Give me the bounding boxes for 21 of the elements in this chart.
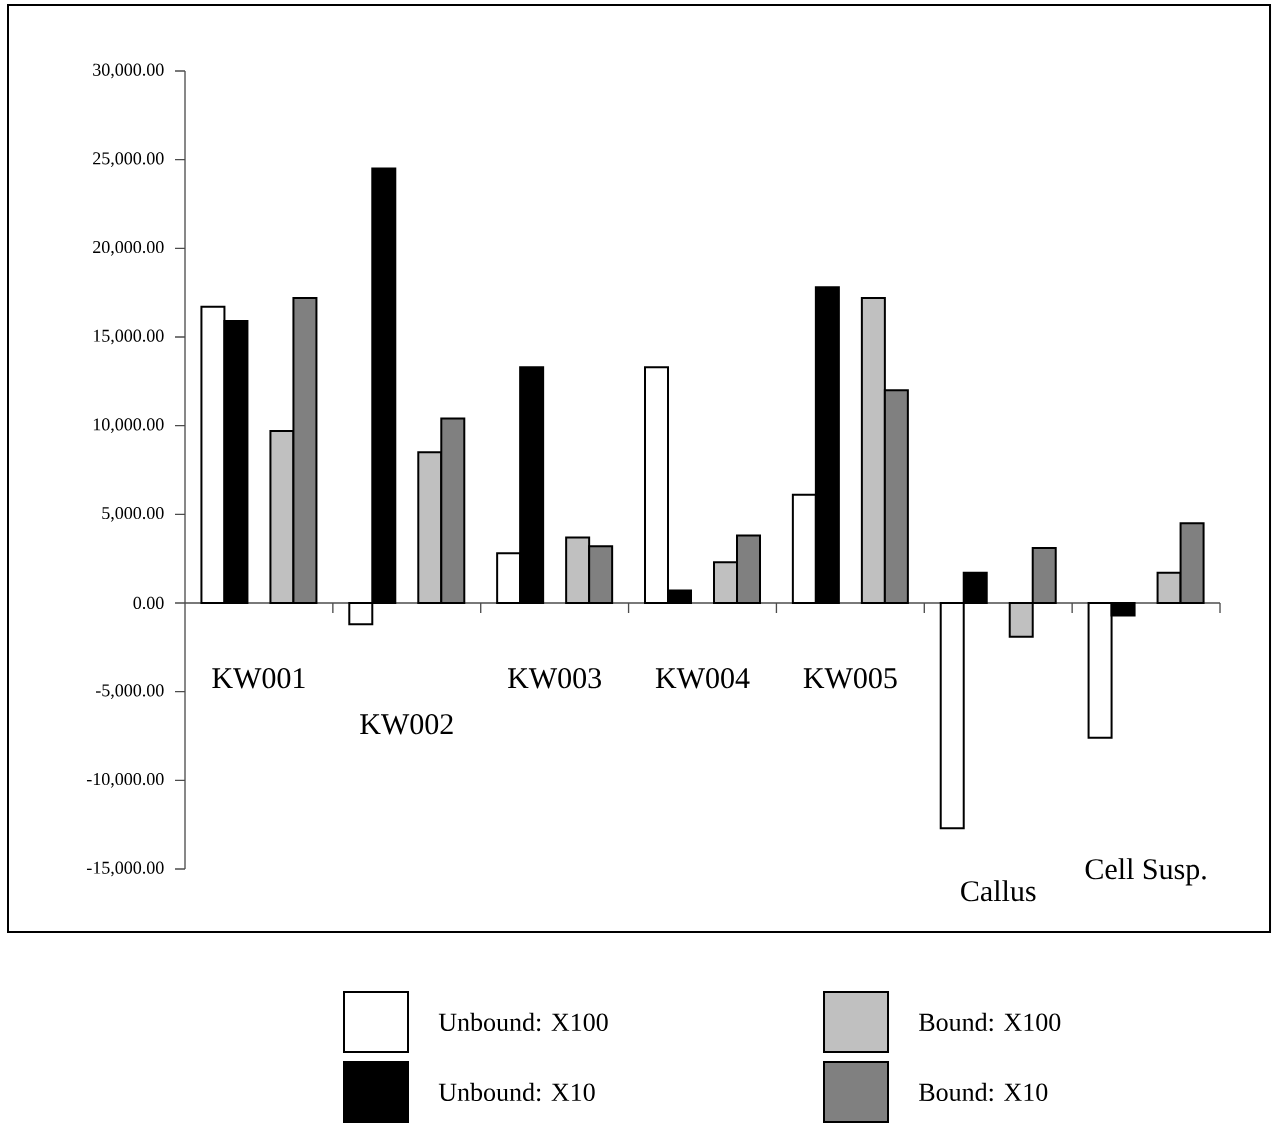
y-tick-label: 10,000.00: [93, 418, 164, 434]
y-tick-label: 0.00: [133, 596, 164, 610]
x-tick-label: KW003: [508, 668, 601, 689]
legend-label: Bound: X100: [919, 1012, 1061, 1032]
legend-label: Unbound: X10: [438, 1082, 595, 1102]
x-tick-label: Cell Susp.: [1085, 858, 1206, 886]
legend-label: Bound: X10: [919, 1082, 1048, 1102]
legend-label: Unbound: X100: [438, 1012, 608, 1032]
y-tick-label: -10,000.00: [86, 772, 164, 788]
x-tick-label: KW001: [212, 668, 305, 689]
y-tick-label: 15,000.00: [93, 329, 164, 345]
y-tick-label: 30,000.00: [93, 63, 164, 79]
x-tick-label: KW005: [803, 668, 897, 689]
y-tick-label: 20,000.00: [93, 240, 164, 256]
y-tick-label: -15,000.00: [86, 861, 164, 877]
x-tick-label: KW002: [360, 714, 453, 735]
y-tick-label: 25,000.00: [93, 152, 164, 168]
y-tick-label: 5,000.00: [102, 506, 164, 522]
x-tick-label: KW004: [655, 668, 750, 689]
x-tick-label: Callus: [961, 880, 1036, 902]
y-tick-label: -5,000.00: [95, 684, 164, 700]
